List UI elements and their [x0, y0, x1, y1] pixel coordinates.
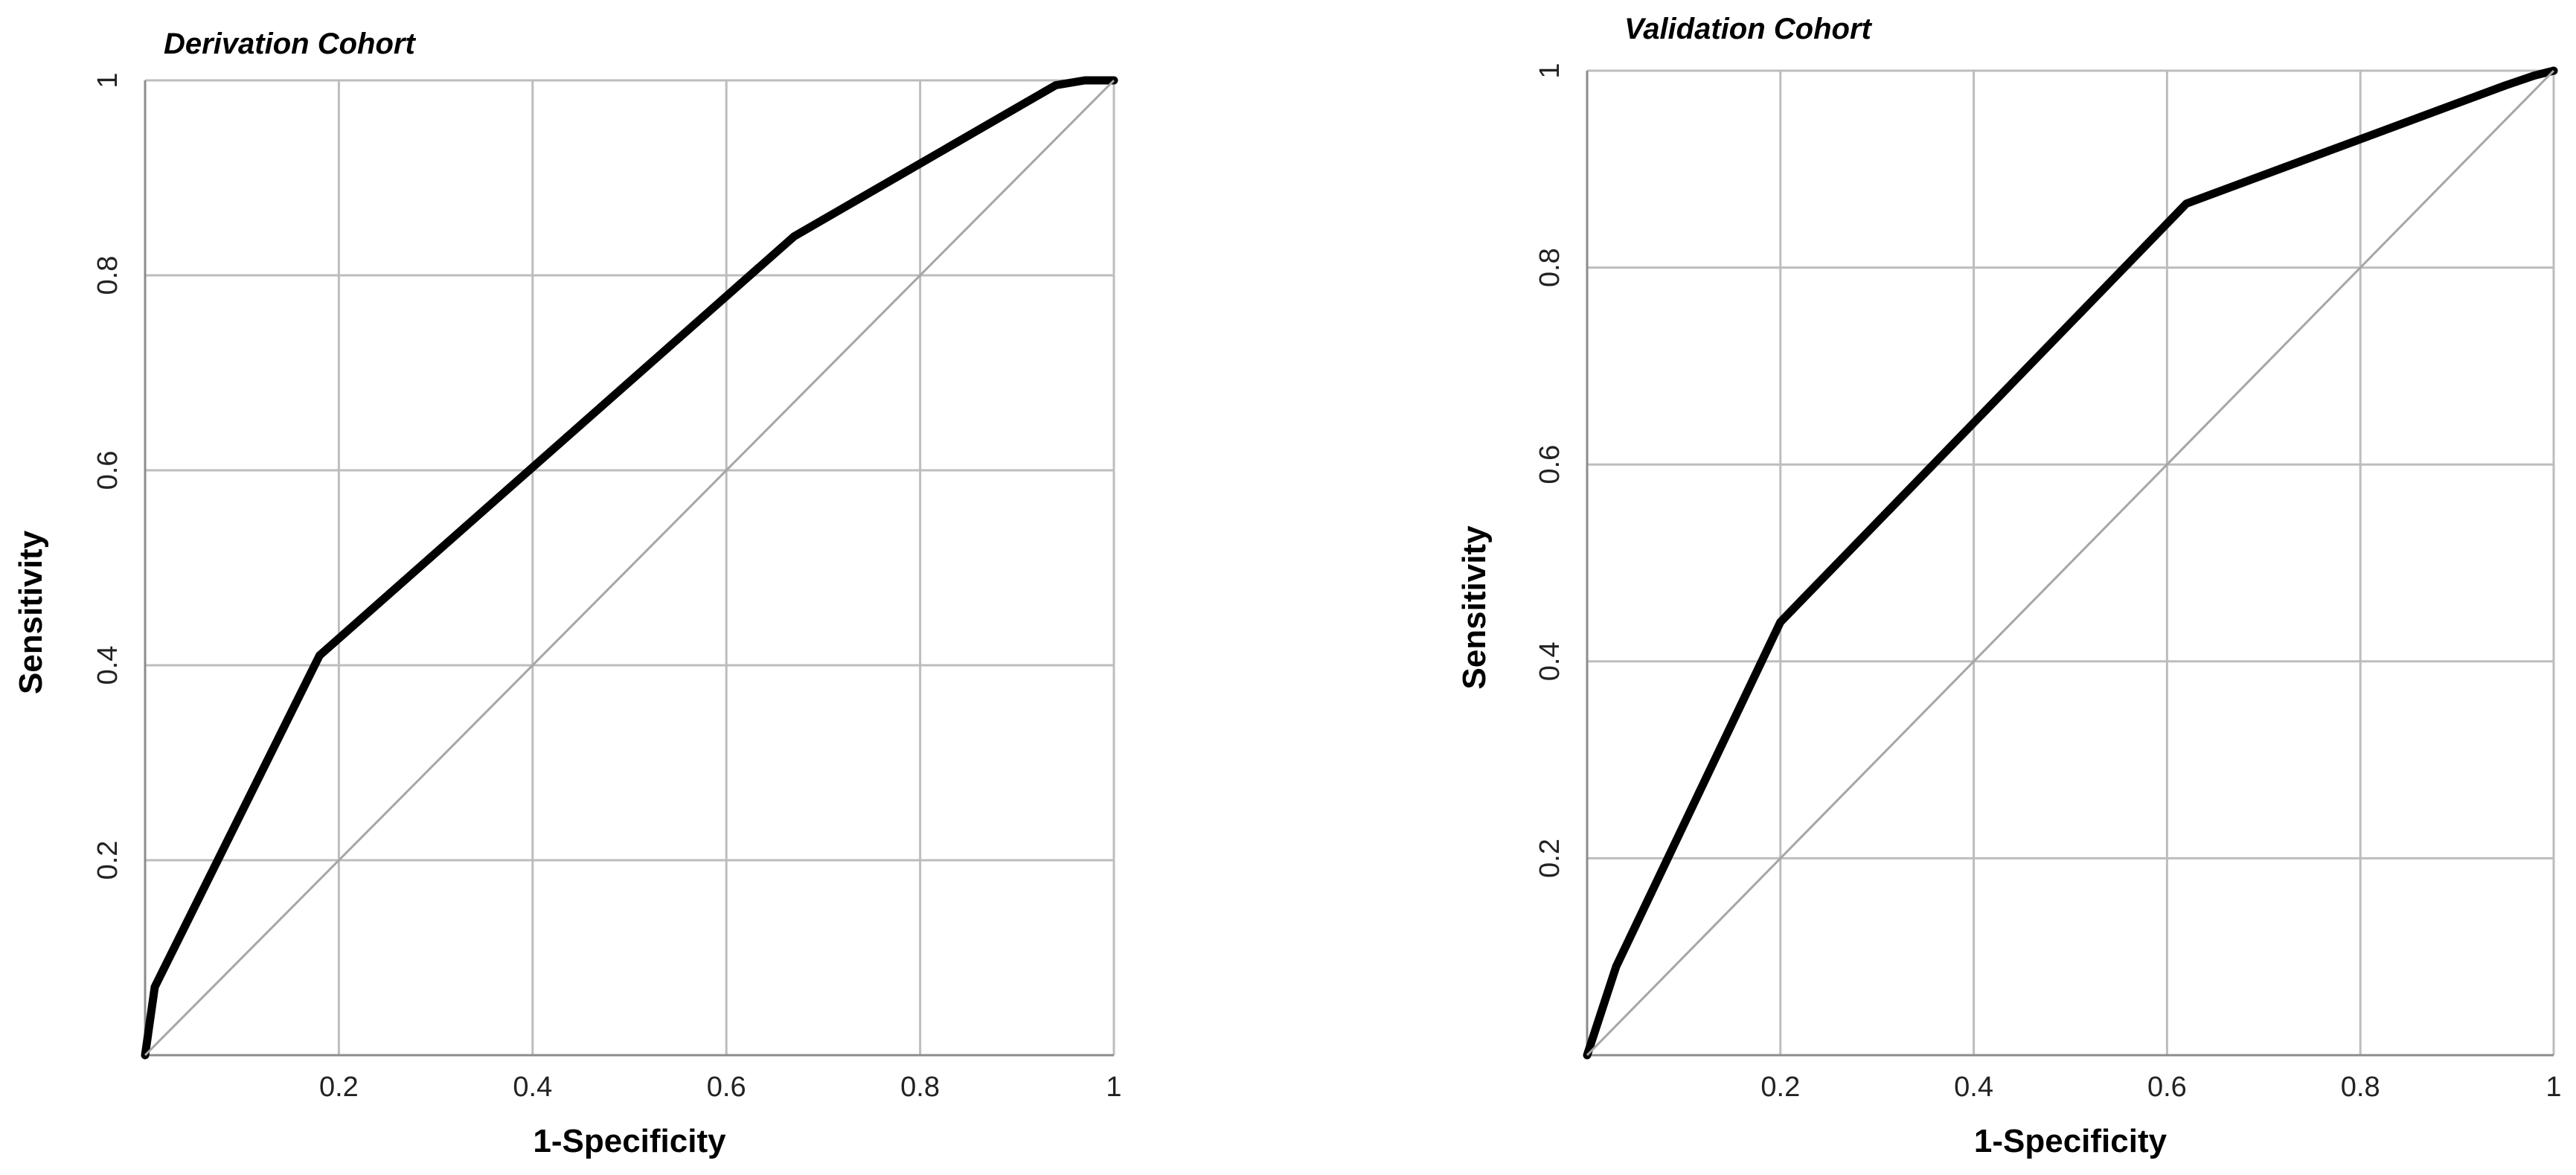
- chart-title: Validation Cohort: [1624, 13, 1873, 45]
- x-tick-label: 0.2: [319, 1072, 359, 1103]
- x-tick-label: 0.6: [2147, 1072, 2187, 1103]
- x-axis-label: 1-Specificity: [1974, 1123, 2168, 1159]
- y-axis-label: Sensitivity: [13, 530, 49, 694]
- y-tick-label: 0.8: [92, 256, 124, 295]
- y-tick-label: 0.4: [92, 646, 124, 685]
- x-tick-label: 1: [1106, 1072, 1121, 1103]
- y-tick-label: 1: [92, 72, 124, 88]
- x-tick-label: 0.2: [1760, 1072, 1800, 1103]
- x-axis-label: 1-Specificity: [533, 1123, 726, 1159]
- x-tick-label: 1: [2545, 1072, 2561, 1103]
- y-tick-label: 0.6: [1534, 445, 1566, 484]
- y-tick-label: 1: [1534, 63, 1566, 78]
- x-tick-label: 0.8: [900, 1072, 940, 1103]
- x-tick-label: 0.8: [2341, 1072, 2380, 1103]
- y-tick-label: 0.8: [1534, 248, 1566, 287]
- y-tick-label: 0.4: [1534, 641, 1566, 681]
- roc-curve-line: [1583, 66, 2558, 1060]
- y-tick-label: 0.6: [92, 451, 124, 490]
- x-tick-label: 0.6: [707, 1072, 746, 1103]
- x-tick-label: 0.4: [1954, 1072, 1993, 1103]
- roc-curve-line: [141, 76, 1118, 1060]
- y-axis-label: Sensitivity: [1456, 525, 1493, 690]
- y-tick-label: 0.2: [92, 841, 124, 880]
- reference-diagonal-line: [144, 79, 1115, 1057]
- chart-panel-1: 0.2 0.4 0.6 0.8 1 0.2 0.4 0.6 0.8 1 Derivation Coh…: [13, 28, 1122, 1159]
- chart-panel-2: 0.2 0.4 0.6 0.8 1 0.2 0.4 0.6 0.8 1 Validation Coh…: [1456, 13, 2562, 1159]
- chart-title: Derivation Cohort: [164, 28, 416, 60]
- x-tick-label: 0.4: [513, 1072, 552, 1103]
- reference-diagonal-line: [1586, 69, 2555, 1057]
- y-tick-label: 0.2: [1534, 839, 1566, 878]
